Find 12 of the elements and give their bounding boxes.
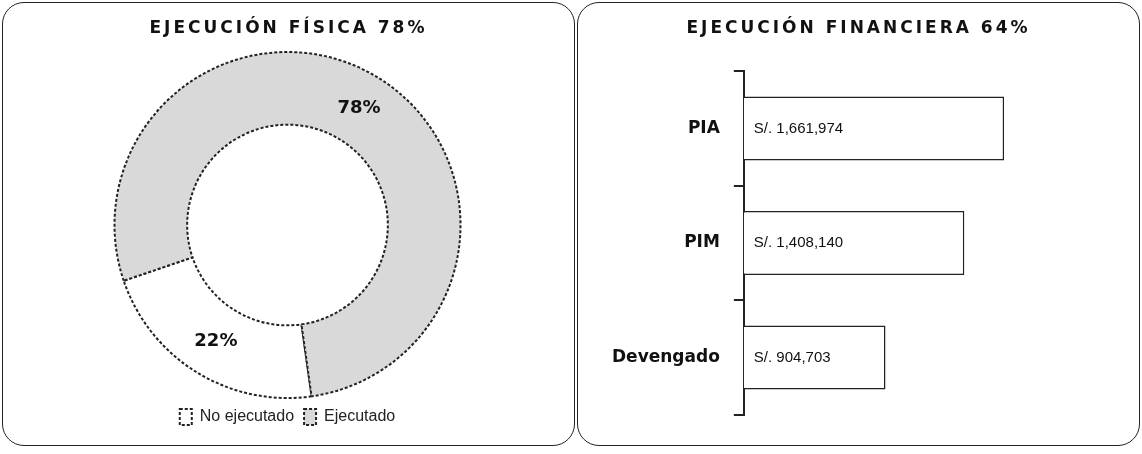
data-label: S/. 1,408,140: [753, 233, 844, 251]
y-tick-label: PIA: [687, 116, 721, 137]
legend-label: Ejecutado: [324, 407, 396, 425]
legend-label: No ejecutado: [199, 407, 295, 425]
data-label: 78%: [337, 96, 381, 118]
chart-title: EJECUCIÓN FÍSICA 78%: [148, 17, 429, 37]
chart-title: EJECUCIÓN FINANCIERA 64%: [685, 17, 1032, 37]
data-label: S/. 1,661,974: [753, 118, 844, 136]
data-label: 22%: [194, 329, 238, 351]
y-tick-label: PIM: [684, 231, 720, 252]
y-tick-label: Devengado: [612, 345, 720, 366]
data-label: S/. 904,703: [753, 347, 831, 365]
